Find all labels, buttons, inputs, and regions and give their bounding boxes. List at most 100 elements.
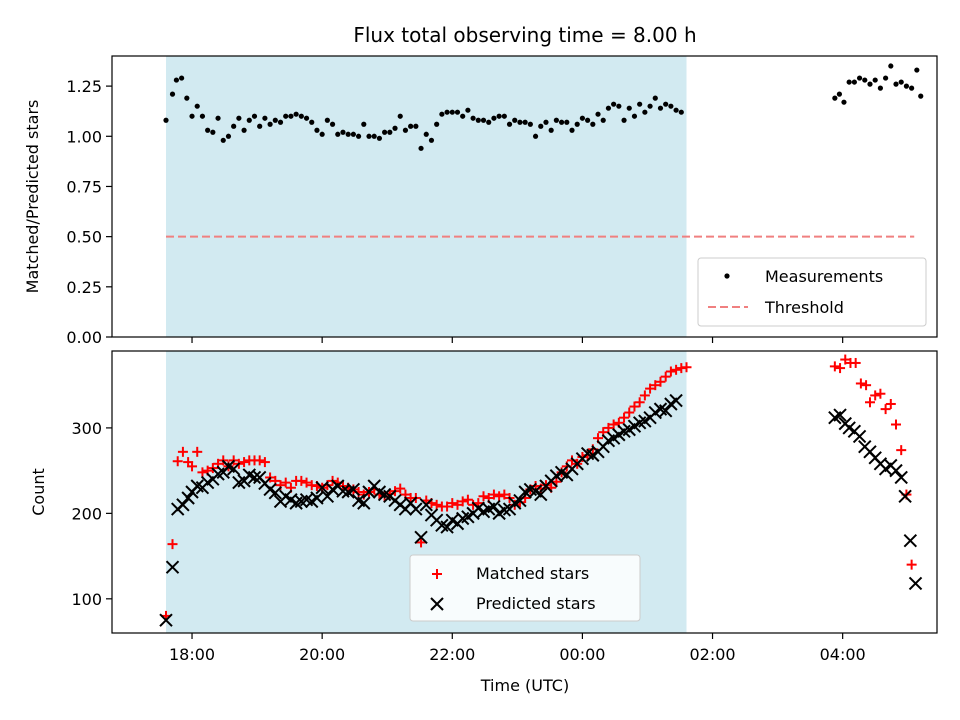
measurement-point bbox=[867, 81, 873, 87]
measurement-point bbox=[678, 109, 684, 115]
measurement-point bbox=[626, 105, 632, 111]
measurement-point bbox=[564, 119, 570, 125]
measurement-point bbox=[392, 125, 398, 131]
measurement-point bbox=[846, 79, 852, 85]
measurement-point bbox=[652, 95, 658, 101]
measurement-point bbox=[903, 83, 910, 89]
measurement-point bbox=[179, 75, 185, 81]
measurement-point bbox=[883, 75, 889, 81]
legend-threshold-label: Threshold bbox=[764, 298, 844, 317]
measurement-point bbox=[506, 121, 513, 127]
y-tick-label: 0.50 bbox=[66, 228, 102, 247]
predicted-star-point bbox=[414, 530, 428, 544]
measurement-point bbox=[309, 119, 315, 125]
measurement-point bbox=[657, 105, 664, 111]
measurement-point bbox=[355, 133, 362, 139]
bottom-legend: Matched stars Predicted stars bbox=[409, 554, 641, 622]
matched-star-point bbox=[629, 401, 640, 412]
measurement-point bbox=[668, 103, 674, 109]
chart-title: Flux total observing time = 8.00 h bbox=[353, 23, 696, 47]
matched-star-point bbox=[875, 388, 886, 399]
measurement-point bbox=[558, 119, 565, 125]
predicted-star-point bbox=[165, 560, 180, 574]
measurement-point bbox=[631, 113, 638, 119]
matched-star-point bbox=[172, 456, 183, 467]
y-tick-label: 100 bbox=[71, 590, 102, 609]
matched-star-point bbox=[577, 451, 588, 462]
measurement-point bbox=[914, 67, 920, 73]
measurement-point bbox=[163, 117, 169, 123]
matched-star-point bbox=[880, 404, 891, 415]
legend-matched-marker bbox=[432, 569, 442, 579]
matched-star-point bbox=[861, 380, 872, 391]
matched-star-point bbox=[835, 363, 846, 374]
x-tick-label: 02:00 bbox=[689, 645, 735, 664]
predicted-star-point bbox=[226, 462, 241, 476]
measurement-point bbox=[579, 115, 586, 121]
matched-star-point bbox=[608, 419, 619, 430]
matched-star-point bbox=[239, 457, 250, 468]
measurement-point bbox=[418, 145, 424, 151]
y-tick-label: 0.00 bbox=[66, 328, 102, 347]
measurement-point bbox=[663, 101, 669, 107]
legend-measurements-label: Measurements bbox=[765, 267, 883, 286]
predicted-star-point bbox=[908, 576, 923, 591]
matched-star-point bbox=[167, 539, 178, 550]
measurement-point bbox=[465, 107, 471, 113]
measurement-point bbox=[872, 77, 878, 83]
legend-predicted-label: Predicted stars bbox=[476, 594, 596, 613]
measurement-point bbox=[408, 123, 414, 129]
measurement-point bbox=[413, 123, 419, 129]
measurement-point bbox=[340, 129, 346, 135]
matched-star-point bbox=[855, 378, 866, 389]
measurement-point bbox=[277, 119, 284, 125]
matched-star-point bbox=[582, 450, 593, 461]
matched-star-point bbox=[488, 489, 499, 500]
measurement-point bbox=[836, 91, 843, 97]
matched-star-point bbox=[254, 455, 265, 466]
measurement-point bbox=[898, 79, 904, 85]
x-tick-label: 22:00 bbox=[429, 645, 475, 664]
measurement-point bbox=[888, 63, 894, 69]
measurement-point bbox=[543, 119, 549, 125]
bottom-y-ticks: 100 200 300 bbox=[71, 419, 112, 609]
measurement-point bbox=[231, 123, 237, 129]
top-legend: Measurements Threshold bbox=[697, 257, 927, 327]
measurement-point bbox=[673, 107, 679, 113]
predicted-star-point bbox=[346, 482, 361, 497]
measurement-point bbox=[402, 127, 409, 133]
matched-star-point bbox=[619, 412, 630, 423]
matched-star-point bbox=[447, 498, 458, 509]
matched-star-point bbox=[566, 455, 577, 466]
matched-star-point bbox=[499, 489, 510, 500]
top-panel: 0.00 0.25 0.50 0.75 1.00 1.25 Matched/Predict… bbox=[23, 55, 938, 347]
measurement-point bbox=[262, 115, 268, 121]
matched-star-point bbox=[442, 501, 453, 512]
measurement-point bbox=[335, 131, 341, 137]
measurement-point bbox=[841, 99, 847, 105]
matched-star-point bbox=[468, 499, 479, 510]
bottom-y-axis-label: Count bbox=[29, 468, 48, 516]
predicted-star-point bbox=[487, 499, 501, 514]
legend-predicted-marker bbox=[430, 597, 444, 611]
top-y-ticks: 0.00 0.25 0.50 0.75 1.00 1.25 bbox=[66, 77, 112, 347]
measurement-point bbox=[257, 123, 263, 129]
measurement-point bbox=[371, 133, 377, 139]
measurement-point bbox=[460, 113, 466, 119]
matched-star-point bbox=[885, 398, 896, 409]
matched-star-point bbox=[603, 422, 614, 433]
matched-star-point bbox=[681, 362, 692, 373]
measurements-series bbox=[163, 63, 924, 151]
matched-star-point bbox=[416, 537, 427, 548]
measurement-point bbox=[199, 113, 206, 119]
measurement-point bbox=[366, 133, 372, 139]
x-axis-label: Time (UTC) bbox=[480, 676, 569, 695]
predicted-star-point bbox=[336, 484, 350, 498]
matched-star-point bbox=[650, 380, 661, 391]
matched-star-point bbox=[197, 467, 208, 478]
predicted-star-point bbox=[176, 498, 190, 512]
measurement-point bbox=[616, 103, 622, 109]
predicted-stars-series bbox=[159, 393, 923, 627]
measurement-point bbox=[832, 95, 838, 101]
